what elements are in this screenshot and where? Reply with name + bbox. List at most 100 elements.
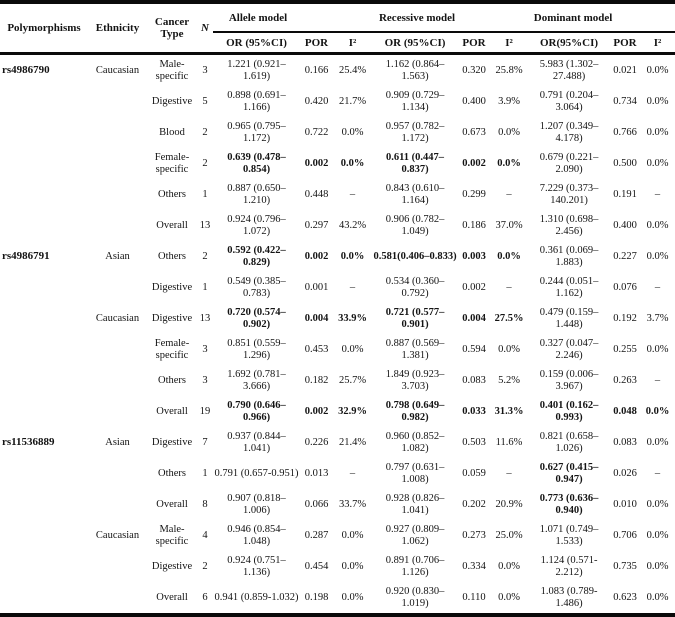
cell-recessive-por: 0.320: [462, 64, 486, 76]
cell-ethnicity: [88, 179, 147, 210]
cell-n: 13: [199, 219, 211, 231]
cell-dominant-i2: –: [654, 281, 661, 293]
cell-dominant-por: 0.010: [613, 498, 637, 510]
cell-dominant-por: 0.227: [613, 250, 637, 262]
cell-allele-or: 1.221 (0.921–1.619): [227, 59, 286, 82]
cell-dominant-i2: 0.0%: [646, 560, 669, 572]
cell-dominant-or: 0.773 (0.636–0.940): [539, 493, 599, 516]
cell-dominant-por: 0.500: [613, 157, 637, 169]
cell-ethnicity: [88, 86, 147, 117]
cell-ethnicity: [88, 210, 147, 241]
cell-recessive-i2: 5.2%: [498, 374, 520, 386]
cell-allele-por: 0.453: [304, 343, 329, 355]
cell-allele-por: 0.454: [304, 560, 329, 572]
cell-cancer-type: Female-specific: [154, 152, 190, 175]
cell-recessive-i2: 0.0%: [498, 560, 520, 572]
cell-dominant-or: 0.627 (0.415–0.947): [539, 462, 599, 485]
cell-polymorphism: [0, 582, 88, 615]
table-row: Others 3 1.692 (0.781–3.666) 0.182 25.7% 1.84…: [0, 365, 675, 396]
cell-polymorphism: [0, 520, 88, 551]
cell-cancer-type: Digestive: [151, 312, 193, 324]
cell-dominant-por: 0.735: [613, 560, 637, 572]
cell-allele-i2: 0.0%: [341, 591, 364, 603]
col-header-n: N: [197, 2, 213, 55]
cell-recessive-or: 0.721 (0.577–0.901): [385, 307, 445, 330]
cell-polymorphism: [0, 117, 88, 148]
table-row: Overall 13 0.924 (0.796–1.072) 0.297 43.2% 0.…: [0, 210, 675, 241]
cell-ethnicity: Caucasian: [95, 64, 140, 76]
cell-recessive-por: 0.003: [462, 250, 486, 262]
cell-n: 13: [199, 312, 211, 324]
cell-dominant-or: 0.244 (0.051–1.162): [539, 276, 599, 299]
table-row: Digestive 1 0.549 (0.385–0.783) 0.001 – 0.534…: [0, 272, 675, 303]
col-header-polymorphisms: Polymorphisms: [0, 2, 88, 55]
cell-allele-i2: –: [349, 467, 356, 479]
cell-allele-or: 0.937 (0.844–1.041): [227, 431, 286, 454]
cell-dominant-or: 0.479 (0.159–1.448): [539, 307, 599, 330]
cell-dominant-por: 0.734: [613, 95, 637, 107]
cell-dominant-por: 0.623: [613, 591, 637, 603]
cell-dominant-i2: 0.0%: [646, 250, 669, 262]
cell-recessive-i2: 25.8%: [495, 64, 523, 76]
cell-dominant-or: 1.071 (0.749–1.533): [539, 524, 599, 547]
cell-ethnicity: [88, 489, 147, 520]
table-row: Overall 6 0.941 (0.859-1.032) 0.198 0.0% 0.92…: [0, 582, 675, 615]
cell-ethnicity: [88, 582, 147, 615]
cell-recessive-por: 0.186: [462, 219, 486, 231]
cell-n: 4: [202, 529, 208, 541]
cell-dominant-or: 7.229 (0.373–140.201): [539, 183, 599, 206]
col-header-recessive-i2: I²: [490, 32, 529, 55]
cell-dominant-i2: –: [654, 374, 661, 386]
table-header: Polymorphisms Ethnicity Cancer Type N Al…: [0, 2, 675, 55]
cell-dominant-or: 5.983 (1.302–27.488): [539, 59, 599, 82]
cell-allele-i2: –: [349, 188, 356, 200]
cell-n: 2: [202, 560, 208, 572]
cell-recessive-por: 0.299: [462, 188, 486, 200]
cell-dominant-i2: 0.0%: [646, 529, 669, 541]
cell-cancer-type: Digestive: [151, 560, 193, 572]
cell-allele-i2: 0.0%: [340, 250, 365, 262]
cell-cancer-type: Others: [158, 374, 186, 386]
col-header-allele-or: OR (95%CI): [213, 32, 300, 55]
cell-dominant-i2: 0.0%: [646, 219, 669, 231]
cell-polymorphism: [0, 334, 88, 365]
cell-dominant-or: 0.327 (0.047–2.246): [539, 338, 599, 361]
cell-polymorphism: [0, 148, 88, 179]
cell-allele-or: 0.720 (0.574–0.902): [227, 307, 286, 330]
table-row: rs11536889 Asian Digestive 7 0.937 (0.844–1.…: [0, 427, 675, 458]
cell-recessive-i2: 0.0%: [498, 591, 520, 603]
cell-allele-i2: –: [349, 281, 356, 293]
cell-allele-i2: 0.0%: [341, 529, 364, 541]
cell-dominant-por: 0.766: [613, 126, 637, 138]
cell-allele-por: 0.226: [304, 436, 329, 448]
cell-cancer-type: Digestive: [151, 436, 193, 448]
cell-dominant-i2: 0.0%: [646, 157, 669, 169]
table-row: Overall 8 0.907 (0.818–1.006) 0.066 33.7% 0.9…: [0, 489, 675, 520]
cell-allele-por: 0.420: [304, 95, 329, 107]
cell-dominant-i2: 3.7%: [646, 312, 669, 324]
cell-allele-por: 0.002: [304, 405, 329, 417]
cell-ethnicity: Asian: [105, 436, 130, 448]
cell-dominant-por: 0.263: [613, 374, 637, 386]
col-header-cancer-type: Cancer Type: [147, 2, 197, 55]
cell-cancer-type: Others: [158, 467, 186, 479]
col-header-allele-i2: I²: [333, 32, 373, 55]
cell-allele-i2: 33.7%: [338, 498, 367, 510]
cell-allele-or: 0.941 (0.859-1.032): [214, 591, 299, 603]
cell-recessive-i2: 25.0%: [495, 529, 523, 541]
cell-n: 2: [202, 126, 208, 138]
cell-recessive-i2: 37.0%: [495, 219, 523, 231]
cell-ethnicity: [88, 551, 147, 582]
table-row: rs4986790 Caucasian Male-specific 3 1.221 (0…: [0, 54, 675, 87]
cell-recessive-por: 0.002: [462, 281, 486, 293]
cell-dominant-por: 0.021: [613, 64, 637, 76]
cell-dominant-or: 0.821 (0.658–1.026): [539, 431, 599, 454]
cell-recessive-por: 0.110: [462, 591, 486, 603]
cell-polymorphism: [0, 458, 88, 489]
cell-recessive-por: 0.594: [462, 343, 486, 355]
cell-dominant-or: 1.310 (0.698–2.456): [539, 214, 599, 237]
cell-ethnicity: [88, 148, 147, 179]
cell-allele-por: 0.297: [304, 219, 329, 231]
cell-allele-or: 0.592 (0.422–0.829): [227, 245, 286, 268]
cell-allele-por: 0.166: [304, 64, 329, 76]
